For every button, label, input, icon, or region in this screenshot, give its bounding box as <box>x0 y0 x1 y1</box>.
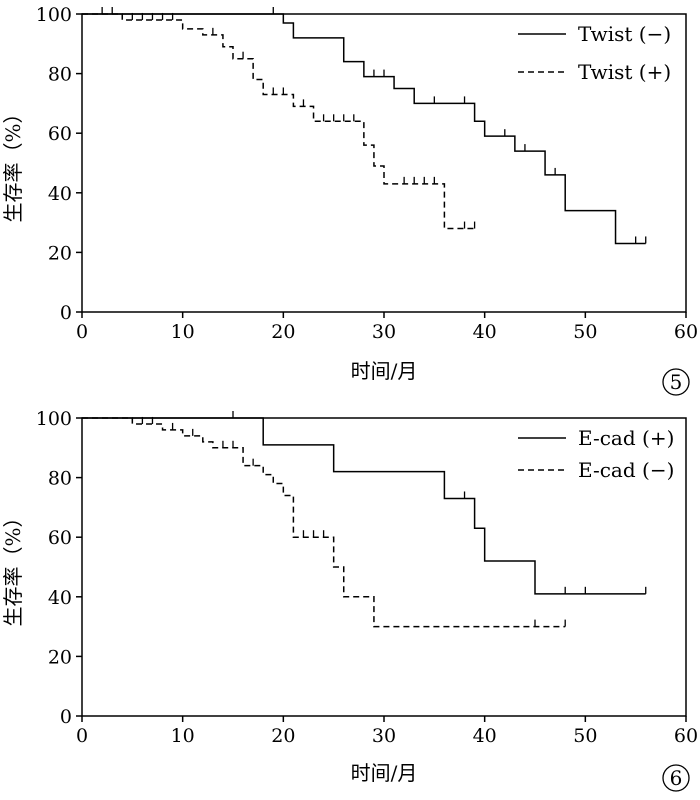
survival-curve-series-1 <box>82 417 646 595</box>
survival-curve-series-2 <box>82 13 475 230</box>
y-tick-label: 80 <box>48 64 72 86</box>
survival-curve-series-2 <box>82 417 566 628</box>
x-tick-label: 40 <box>473 321 497 343</box>
panel-number-circle <box>662 764 690 792</box>
legend-label-1: Twist (−) <box>578 22 671 46</box>
y-tick-label: 60 <box>48 527 72 549</box>
x-tick-label: 0 <box>76 725 88 747</box>
x-tick-label: 20 <box>271 321 295 343</box>
x-tick-label: 60 <box>674 725 698 747</box>
y-tick-label: 100 <box>36 408 72 430</box>
panel-number: 6 <box>670 766 683 790</box>
x-axis-title: 时间/月 <box>351 761 418 785</box>
x-tick-label: 30 <box>372 321 396 343</box>
y-tick-label: 40 <box>48 587 72 609</box>
x-tick-label: 50 <box>573 321 597 343</box>
x-tick-label: 50 <box>573 725 597 747</box>
panel-number-circle <box>662 368 690 396</box>
x-tick-label: 10 <box>171 321 195 343</box>
panel-number: 5 <box>670 370 683 394</box>
y-tick-label: 100 <box>36 4 72 26</box>
x-tick-label: 20 <box>271 725 295 747</box>
legend-label-2: E-cad (−) <box>578 458 674 482</box>
y-tick-label: 0 <box>60 302 72 324</box>
x-tick-label: 30 <box>372 725 396 747</box>
legend-label-2: Twist (+) <box>578 60 671 84</box>
y-tick-label: 0 <box>60 706 72 728</box>
y-axis-title: 生存率（%） <box>1 103 25 222</box>
y-tick-label: 80 <box>48 468 72 490</box>
y-tick-label: 20 <box>48 242 72 264</box>
x-axis-title: 时间/月 <box>351 359 418 383</box>
x-tick-label: 40 <box>473 725 497 747</box>
legend-label-1: E-cad (+) <box>578 426 674 450</box>
x-tick-label: 60 <box>674 321 698 343</box>
y-tick-label: 60 <box>48 123 72 145</box>
y-tick-label: 40 <box>48 183 72 205</box>
plot-frame <box>81 13 687 313</box>
y-tick-label: 20 <box>48 646 72 668</box>
y-axis-title: 生存率（%） <box>1 507 25 626</box>
x-tick-label: 0 <box>76 321 88 343</box>
survival-curve-series-1 <box>82 13 646 245</box>
x-tick-label: 10 <box>171 725 195 747</box>
